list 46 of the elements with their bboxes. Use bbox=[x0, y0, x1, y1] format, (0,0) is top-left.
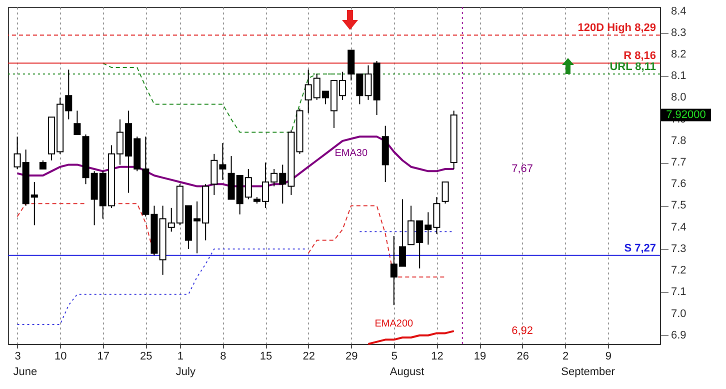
y-tick-label: 7.1 bbox=[671, 286, 686, 298]
series-label: EMA30 bbox=[334, 148, 368, 159]
x-tick-label: 5 bbox=[391, 350, 398, 362]
y-tick-label: 8.0 bbox=[671, 92, 686, 104]
ref-line-label: URL 8,11 bbox=[610, 60, 656, 73]
x-tick-label: 22 bbox=[302, 350, 315, 362]
x-tick-label: 2 bbox=[562, 350, 569, 362]
candlestick bbox=[74, 110, 81, 135]
x-tick-label: 3 bbox=[14, 350, 21, 362]
line-series bbox=[367, 330, 455, 345]
x-tick-label: 25 bbox=[140, 350, 152, 362]
y-tick-label: 7.0 bbox=[671, 308, 686, 320]
text: September bbox=[561, 366, 616, 378]
x-tick-label: 9 bbox=[605, 350, 612, 362]
annotation: 6,92 bbox=[512, 325, 534, 338]
ref-line-label: S 7,27 bbox=[624, 242, 656, 254]
x-tick-label: 29 bbox=[345, 350, 358, 362]
candlestick bbox=[442, 181, 449, 204]
text: August bbox=[390, 366, 424, 378]
ref-line-label: R 8,16 bbox=[624, 50, 656, 62]
y-tick-label: 7.2 bbox=[671, 264, 686, 277]
text: July bbox=[176, 366, 196, 378]
y-tick-label: 8.1 bbox=[671, 70, 686, 82]
x-tick-label: 12 bbox=[431, 350, 444, 362]
ref-line-label: 120D High 8,29 bbox=[578, 22, 656, 34]
y-tick-label: 8.4 bbox=[671, 5, 686, 18]
text: 7.92000 bbox=[666, 109, 706, 122]
series-label: EMA200 bbox=[374, 318, 414, 330]
y-tick-label: 7.6 bbox=[671, 178, 686, 190]
x-tick-label: 19 bbox=[474, 350, 486, 362]
x-tick-label: 26 bbox=[516, 350, 529, 362]
x-tick-label: 8 bbox=[220, 350, 226, 362]
y-tick-label: 7.3 bbox=[671, 242, 686, 255]
x-tick-label: 17 bbox=[97, 350, 110, 362]
y-tick-label: 8.2 bbox=[671, 48, 686, 61]
y-tick-label: 7.8 bbox=[671, 134, 686, 147]
y-tick-label: 7.5 bbox=[671, 200, 686, 212]
text: June bbox=[13, 366, 38, 378]
x-tick-label: 10 bbox=[54, 350, 67, 362]
y-tick-label: 7.4 bbox=[671, 221, 686, 234]
x-tick-label: 15 bbox=[260, 350, 272, 362]
y-tick-label: 6.9 bbox=[671, 329, 686, 342]
y-tick-label: 7.7 bbox=[671, 156, 686, 169]
x-tick-label: 1 bbox=[177, 350, 184, 362]
y-tick-label: 8.3 bbox=[671, 26, 686, 39]
annotation: 7,67 bbox=[512, 163, 534, 176]
